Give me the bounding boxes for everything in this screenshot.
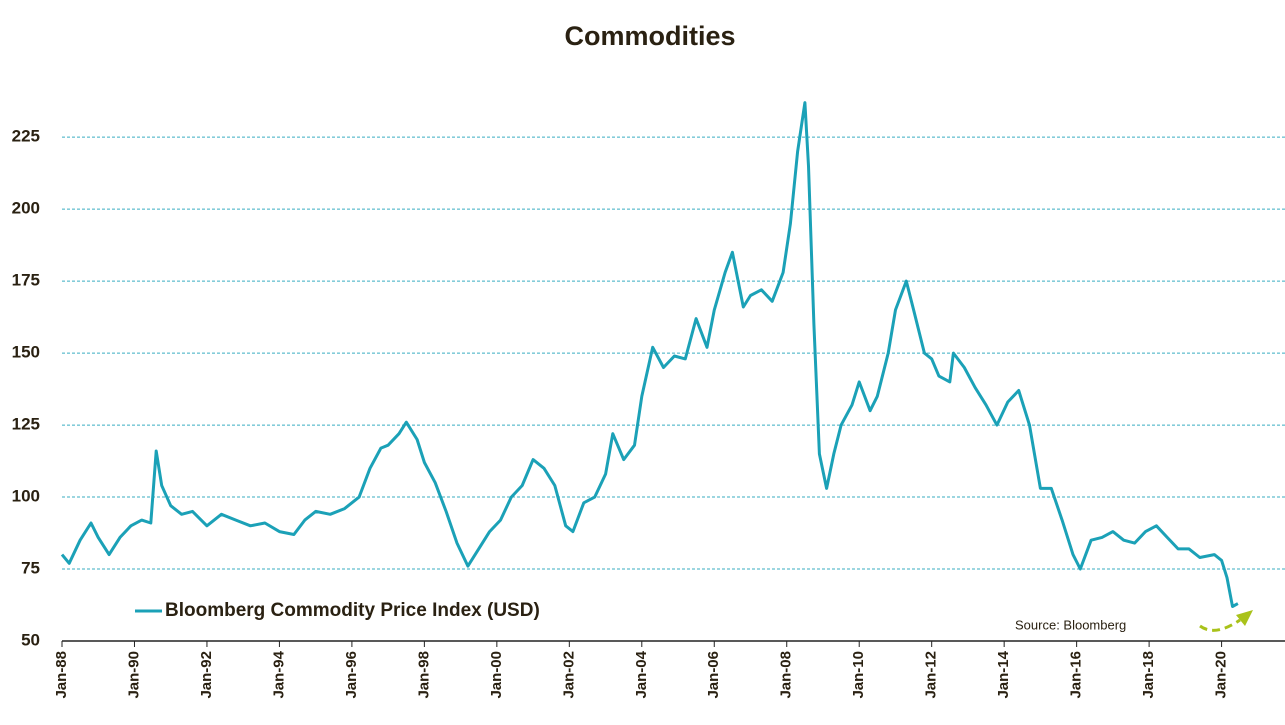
x-tick-label: Jan-06 xyxy=(705,651,722,699)
y-tick-label: 200 xyxy=(12,199,40,218)
x-tick-label: Jan-20 xyxy=(1213,651,1230,699)
x-tick-label: Jan-96 xyxy=(343,651,360,699)
x-tick-label: Jan-04 xyxy=(633,650,650,698)
x-tick-label: Jan-02 xyxy=(560,651,577,699)
y-tick-label: 125 xyxy=(12,415,40,434)
y-tick-label: 75 xyxy=(21,559,40,578)
y-tick-label: 150 xyxy=(12,343,40,362)
y-tick-label: 225 xyxy=(12,127,40,146)
x-tick-label: Jan-00 xyxy=(488,651,505,699)
x-tick-label: Jan-08 xyxy=(778,651,795,699)
x-tick-label: Jan-94 xyxy=(270,650,287,698)
arrow xyxy=(1199,618,1241,632)
x-tick-label: Jan-14 xyxy=(995,650,1012,698)
y-tick-label: 175 xyxy=(12,271,40,290)
x-tick-label: Jan-10 xyxy=(850,651,867,699)
line xyxy=(60,101,1239,608)
chart-title: Commodities xyxy=(564,21,735,51)
legend-label: Bloomberg Commodity Price Index (USD) xyxy=(165,600,540,621)
arrow-head xyxy=(1236,610,1253,626)
x-tick-label: Jan-12 xyxy=(923,651,940,699)
x-tick-label: Jan-18 xyxy=(1140,651,1157,699)
x-tick-label: Jan-98 xyxy=(415,651,432,699)
source-note: Source: Bloomberg xyxy=(1015,617,1126,632)
x-tick-label: Jan-88 xyxy=(53,651,70,699)
y-tick-label: 50 xyxy=(21,630,40,649)
y-tick-label: 100 xyxy=(12,487,40,506)
x-tick-label: Jan-16 xyxy=(1068,651,1085,699)
x-tick-label: Jan-92 xyxy=(198,651,215,699)
x-tick-label: Jan-90 xyxy=(125,651,142,699)
